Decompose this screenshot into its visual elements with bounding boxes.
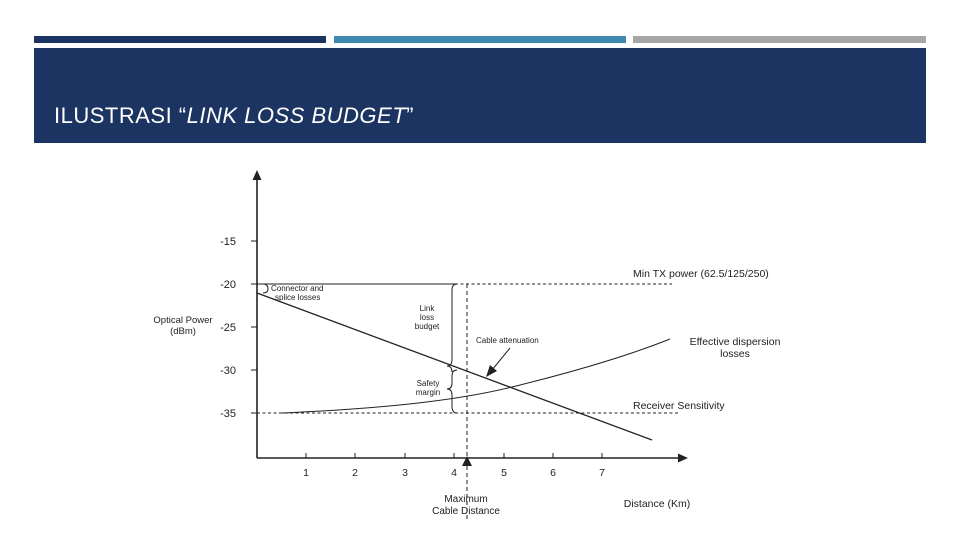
y-tick-label: -20 xyxy=(220,279,236,291)
link-budget-label-2: loss xyxy=(420,313,434,322)
slide-title: ILUSTRASI “LINK LOSS BUDGET” xyxy=(54,103,414,129)
max-distance-label-2: Cable Distance xyxy=(432,506,500,517)
accent-bar-3 xyxy=(633,36,926,43)
max-distance-label-1: Maximum xyxy=(444,494,487,505)
y-axis-arrow xyxy=(252,170,262,180)
y-axis-title-line2: (dBm) xyxy=(170,326,196,337)
dispersion-label-2: losses xyxy=(720,348,750,360)
receiver-sensitivity-label: Receiver Sensitivity xyxy=(633,400,725,412)
connector-label-1: Connector and xyxy=(271,284,323,293)
safety-margin-bracket xyxy=(446,369,458,414)
min-tx-label: Min TX power (62.5/125/250) xyxy=(633,268,769,280)
cable-attenuation-pointer-head xyxy=(486,365,497,377)
x-tick-label: 6 xyxy=(550,467,556,479)
safety-label-1: Safety xyxy=(417,379,440,388)
link-budget-bracket xyxy=(446,283,458,373)
x-axis-title: Distance (Km) xyxy=(624,498,691,510)
title-italic: LINK LOSS BUDGET xyxy=(186,103,407,128)
link-budget-label-1: Link xyxy=(420,304,436,313)
max-distance-arrow xyxy=(462,456,472,466)
connector-label-2: splice losses xyxy=(275,293,320,302)
x-tick-label: 4 xyxy=(451,467,457,479)
x-tick-label: 3 xyxy=(402,467,408,479)
title-banner: ILUSTRASI “LINK LOSS BUDGET” xyxy=(34,48,926,143)
dispersion-curve xyxy=(281,338,671,414)
y-tick-label: -15 xyxy=(220,236,236,248)
x-tick-label: 5 xyxy=(501,467,507,479)
y-tick-label: -25 xyxy=(220,322,236,334)
safety-label-2: margin xyxy=(416,388,440,397)
x-axis-arrow xyxy=(678,453,688,463)
title-suffix: ” xyxy=(406,103,414,128)
accent-bar-2 xyxy=(334,36,626,43)
cable-attenuation-pointer xyxy=(491,347,511,371)
connector-loss-bracket xyxy=(262,283,269,294)
y-tick-label: -35 xyxy=(220,408,236,420)
accent-bar-1 xyxy=(34,36,326,43)
x-tick-label: 7 xyxy=(599,467,605,479)
cable-attenuation-line xyxy=(256,292,653,441)
link-budget-label-3: budget xyxy=(415,322,440,331)
y-axis-title-line1: Optical Power xyxy=(153,315,212,326)
y-tick-label: -30 xyxy=(220,365,236,377)
x-tick-label: 1 xyxy=(303,467,309,479)
cable-attenuation-label: Cable attenuation xyxy=(476,336,539,345)
x-tick-label: 2 xyxy=(352,467,358,479)
title-prefix: ILUSTRASI “ xyxy=(54,103,187,128)
dispersion-label-1: Effective dispersion xyxy=(690,336,781,348)
